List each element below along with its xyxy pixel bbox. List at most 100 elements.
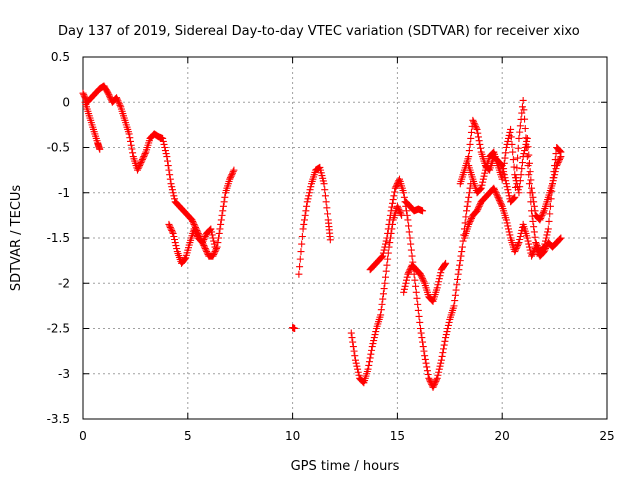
data-point <box>509 148 517 156</box>
series-segment-f <box>347 202 406 387</box>
data-point <box>394 204 402 212</box>
data-point <box>410 270 418 278</box>
data-point <box>391 188 399 196</box>
data-point <box>322 198 330 206</box>
data-point <box>531 233 539 241</box>
data-point <box>208 228 216 236</box>
x-tick-label: 5 <box>184 429 192 443</box>
data-point <box>477 144 485 152</box>
data-point <box>419 275 427 283</box>
data-point <box>172 242 180 250</box>
axis-ticks: 0 5 10 15 20 25 0.5 0 -0.5 -1 -1.5 -2 -2.5 -3 -3.5 <box>47 50 615 443</box>
data-point <box>504 186 512 194</box>
data-point <box>200 236 208 244</box>
data-point <box>164 162 172 170</box>
data-point <box>435 365 443 373</box>
data-point <box>189 219 197 227</box>
data-point <box>498 201 506 209</box>
data-point <box>414 306 422 314</box>
data-point <box>469 116 477 124</box>
data-point <box>396 208 404 216</box>
data-point <box>519 96 527 104</box>
data-point <box>406 234 414 242</box>
data-point <box>474 205 482 213</box>
data-point <box>214 239 222 247</box>
data-point <box>104 89 112 97</box>
data-point <box>525 151 533 159</box>
data-point <box>525 240 533 248</box>
data-point <box>462 213 470 221</box>
data-point <box>162 150 170 158</box>
data-point <box>516 177 524 185</box>
data-point <box>402 276 410 284</box>
data-point <box>430 380 438 388</box>
data-point <box>421 355 429 363</box>
y-tick-label: -3.5 <box>47 412 70 426</box>
series-segment-b <box>81 98 104 153</box>
data-point <box>393 202 401 210</box>
data-point <box>537 213 545 221</box>
data-point <box>523 137 531 145</box>
data-point <box>230 166 238 174</box>
data-point <box>423 363 431 371</box>
data-point <box>352 359 360 367</box>
data-point <box>296 263 304 271</box>
data-point <box>444 321 452 329</box>
x-tick-label: 15 <box>390 429 405 443</box>
data-point <box>504 222 512 230</box>
data-point <box>303 198 311 206</box>
data-point <box>414 300 422 308</box>
data-point <box>520 106 528 114</box>
data-point <box>524 237 532 245</box>
data-point <box>192 229 200 237</box>
data-point <box>198 239 206 247</box>
data-point <box>168 183 176 191</box>
data-point <box>459 237 467 245</box>
data-point <box>201 234 209 242</box>
data-point <box>440 345 448 353</box>
data-point <box>442 334 450 342</box>
x-tick-label: 0 <box>79 429 87 443</box>
data-point <box>521 124 529 132</box>
data-point <box>492 189 500 197</box>
data-point <box>166 222 174 230</box>
data-point <box>527 176 535 184</box>
data-point <box>419 276 427 284</box>
data-point <box>229 168 237 176</box>
data-point <box>382 240 390 248</box>
data-point <box>190 225 198 233</box>
data-point <box>444 325 452 332</box>
series-segment-e <box>295 163 334 278</box>
data-point <box>307 183 315 191</box>
data-point <box>556 147 564 155</box>
data-point <box>498 175 506 183</box>
data-point <box>359 378 367 386</box>
data-point <box>400 288 408 296</box>
data-point <box>466 217 474 225</box>
data-point <box>212 246 220 254</box>
data-point <box>165 166 173 174</box>
data-point <box>511 171 519 179</box>
data-point <box>209 234 217 242</box>
data-point <box>524 143 532 151</box>
data-point <box>211 243 219 251</box>
data-point <box>553 160 561 168</box>
data-point <box>526 168 534 176</box>
data-point <box>493 190 501 198</box>
data-point <box>291 325 299 332</box>
data-point <box>419 207 427 215</box>
data-point <box>479 175 487 183</box>
data-point <box>140 151 148 159</box>
data-point <box>173 245 181 253</box>
data-points <box>79 82 565 391</box>
data-point <box>502 180 510 188</box>
data-point <box>472 122 480 130</box>
data-point <box>529 193 537 201</box>
data-point <box>435 368 443 376</box>
data-point <box>321 186 329 194</box>
data-point <box>382 273 390 281</box>
data-point <box>530 223 538 231</box>
data-point <box>368 343 376 351</box>
data-point <box>511 193 519 201</box>
data-point <box>501 154 509 162</box>
